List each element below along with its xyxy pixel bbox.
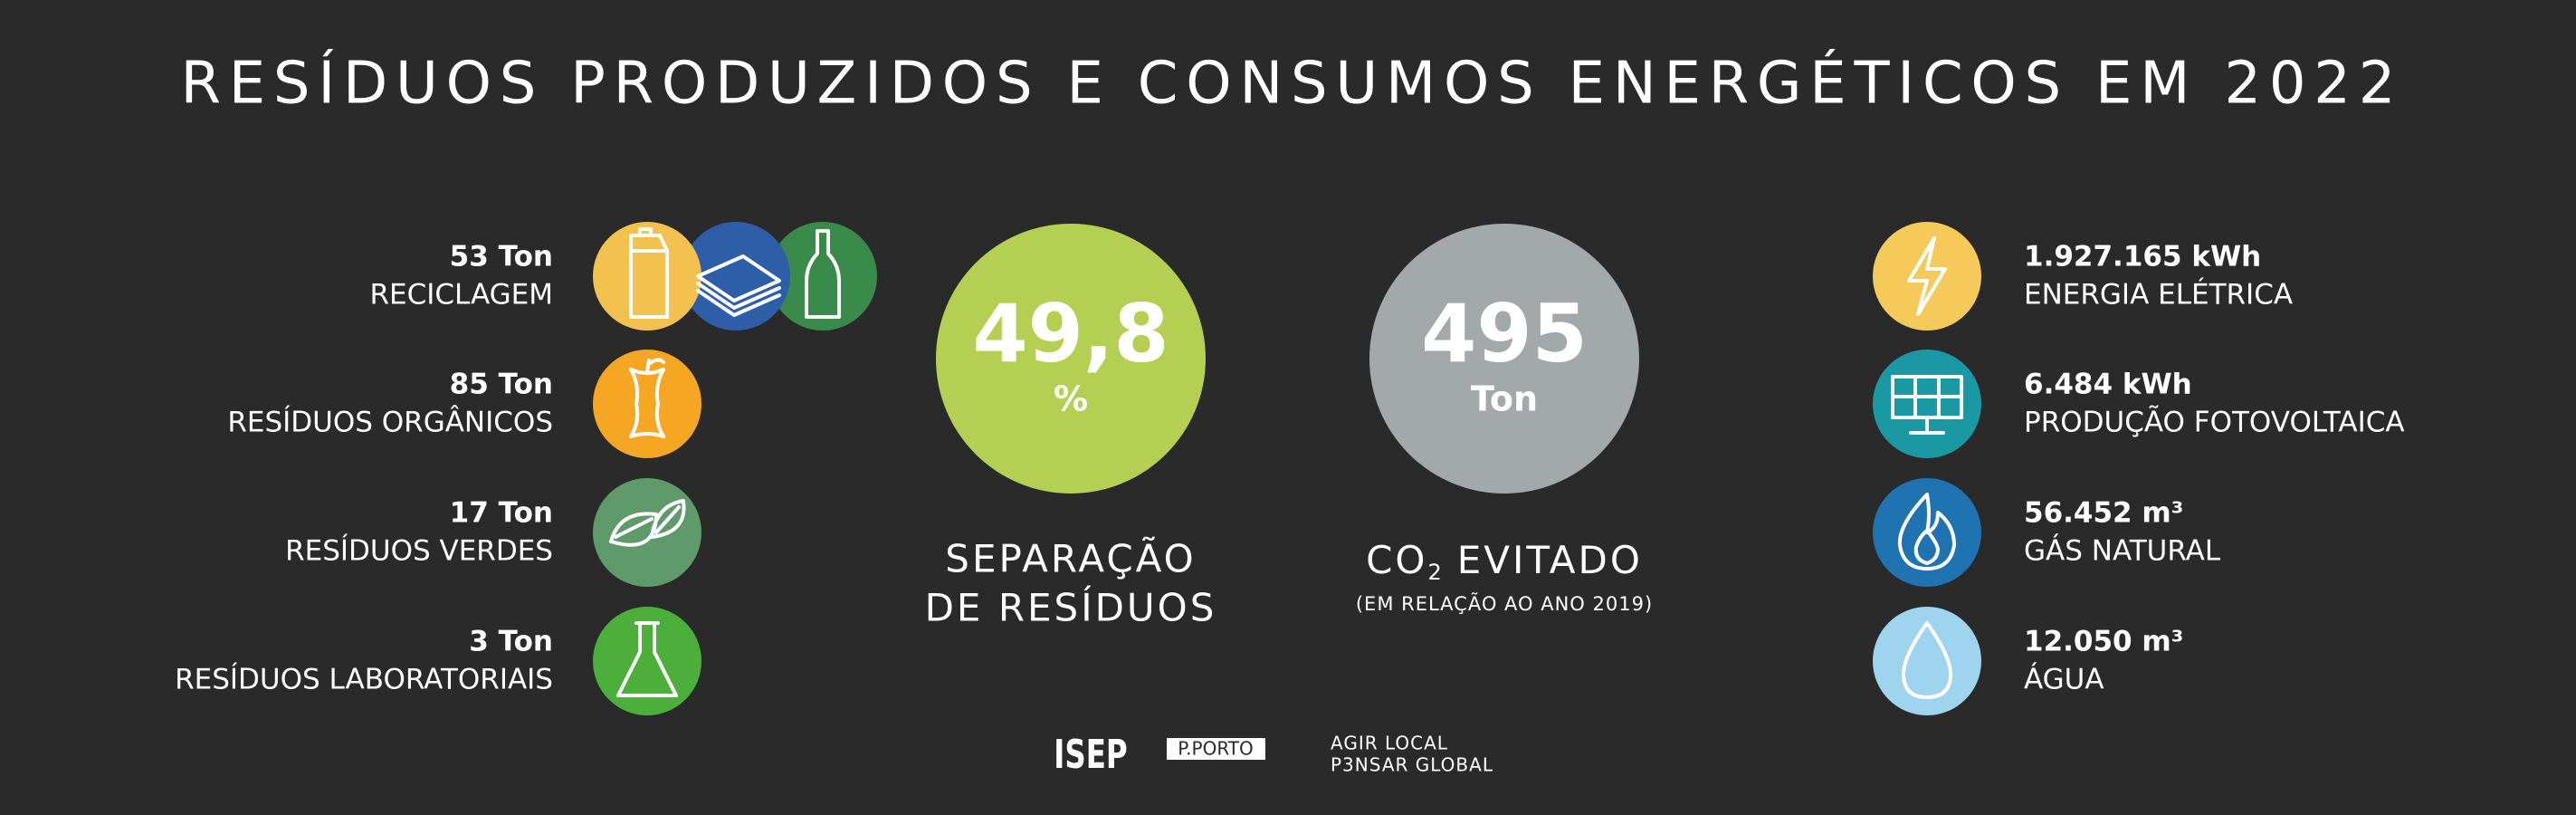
waste-amount: 85 Ton [450, 369, 553, 401]
waste-label: RESÍDUOS ORGÂNICOS [227, 407, 553, 439]
energy-label: ÁGUA [2024, 664, 2104, 696]
drop-icon [1902, 621, 1952, 699]
packaging-circle [593, 222, 701, 331]
energy-label: ENERGIA ELÉTRICA [2024, 279, 2293, 312]
solar-circle [1873, 350, 1981, 458]
flame-icon [1897, 493, 1956, 570]
separation-unit: % [1054, 379, 1088, 419]
waste-label: RESÍDUOS LABORATORIAIS [175, 664, 553, 696]
water-circle [1873, 607, 1981, 715]
solar-icon [1891, 375, 1963, 435]
energy-label: PRODUÇÃO FOTOVOLTAICA [2024, 407, 2405, 439]
energy-amount: 1.927.165 kWh [2024, 241, 2261, 273]
footer-slogan: AGIR LOCAL [1331, 733, 1448, 754]
footer-logo: ISEP [1054, 733, 1127, 778]
co2-value: 495 [1421, 287, 1588, 380]
energy-amount: 56.452 m³ [2024, 497, 2183, 530]
waste-amount: 3 Ton [469, 626, 553, 658]
co2-unit: Ton [1471, 379, 1538, 419]
co2-circle [1369, 224, 1639, 494]
leaves-icon [609, 499, 686, 547]
separation-value: 49,8 [972, 287, 1169, 380]
separation-circle [936, 224, 1206, 494]
waste-amount: 53 Ton [450, 241, 553, 273]
waste-icons [593, 222, 877, 715]
energy-label: GÁS NATURAL [2024, 535, 2221, 568]
waste-amount: 17 Ton [450, 497, 553, 530]
glass-circle [768, 222, 877, 331]
paper-icon [696, 254, 781, 317]
organic-circle [593, 350, 701, 458]
footer-brand: P.PORTO [1178, 738, 1254, 760]
green-circle [593, 478, 701, 587]
separation-label: DE RESÍDUOS [925, 585, 1217, 630]
energy-icons [1873, 222, 1981, 715]
energy-amount: 12.050 m³ [2024, 626, 2183, 658]
co2-prefix: CO [1366, 538, 1427, 582]
flask-icon [616, 621, 678, 697]
co2-label: CO2 EVITADO [1366, 538, 1643, 586]
co2-subscript: 2 [1427, 560, 1444, 585]
bolt-icon [1907, 236, 1947, 316]
bottle-icon [805, 229, 841, 319]
energy-amount: 6.484 kWh [2024, 369, 2192, 401]
footer-slogan: P3NSAR GLOBAL [1331, 754, 1493, 776]
electric-circle [1873, 222, 1981, 331]
co2-rest: EVITADO [1457, 538, 1643, 582]
waste-label: RESÍDUOS VERDES [285, 535, 553, 568]
brand-box [1167, 738, 1265, 760]
carton-icon [629, 227, 669, 319]
waste-label: RECICLAGEM [369, 279, 553, 312]
separation-label: SEPARAÇÃO [945, 536, 1196, 581]
apple-icon [629, 358, 665, 438]
co2-note: (EM RELAÇÃO AO ANO 2019) [1356, 591, 1653, 615]
